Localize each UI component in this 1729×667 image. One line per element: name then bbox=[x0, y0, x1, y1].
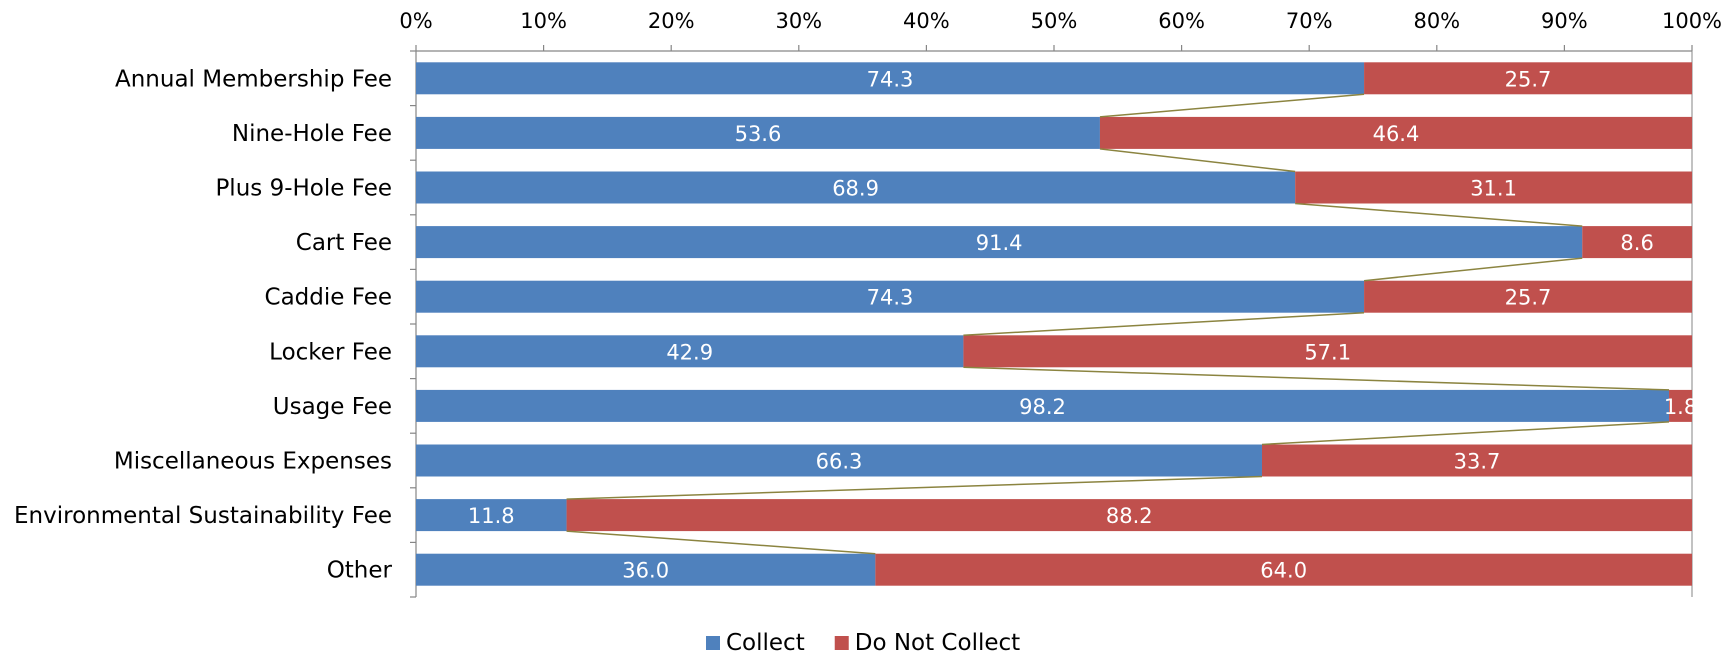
do-not-collect-bar bbox=[963, 335, 1692, 368]
do-not-collect-bar bbox=[1669, 389, 1692, 422]
series-line bbox=[1099, 93, 1365, 118]
series-line bbox=[1363, 257, 1583, 282]
category-label: Caddie Fee bbox=[265, 285, 392, 311]
do-not-collect-bar bbox=[1364, 62, 1692, 95]
series-line bbox=[963, 366, 1670, 391]
do-not-collect-value-label: 1.8 bbox=[1664, 395, 1697, 419]
category-label: Annual Membership Fee bbox=[115, 66, 392, 92]
x-tick-label: 10% bbox=[520, 9, 567, 33]
x-tick-label: 70% bbox=[1286, 9, 1333, 33]
do-not-collect-value-label: 64.0 bbox=[1260, 559, 1307, 583]
collect-value-label: 36.0 bbox=[622, 559, 669, 583]
collect-bar bbox=[416, 280, 1365, 313]
x-tick-label: 60% bbox=[1158, 9, 1205, 33]
do-not-collect-bar bbox=[1364, 280, 1692, 313]
category-label: Environmental Sustainability Fee bbox=[14, 503, 392, 529]
x-tick-label: 100% bbox=[1662, 9, 1722, 33]
legend-label-collect: Collect bbox=[726, 630, 805, 656]
collect-value-label: 53.6 bbox=[735, 122, 782, 146]
x-tick-label: 0% bbox=[399, 9, 432, 33]
category-label: Plus 9-Hole Fee bbox=[215, 176, 392, 202]
do-not-collect-bar bbox=[1099, 116, 1692, 149]
x-tick-label: 50% bbox=[1031, 9, 1078, 33]
collect-value-label: 42.9 bbox=[666, 340, 713, 364]
do-not-collect-value-label: 57.1 bbox=[1304, 340, 1351, 364]
x-tick-label: 90% bbox=[1541, 9, 1588, 33]
x-tick-label: 30% bbox=[775, 9, 822, 33]
collect-bar bbox=[416, 444, 1262, 477]
collect-bar bbox=[416, 553, 876, 586]
do-not-collect-bar bbox=[875, 553, 1692, 586]
series-line bbox=[963, 311, 1365, 337]
do-not-collect-value-label: 25.7 bbox=[1505, 67, 1552, 91]
category-label: Miscellaneous Expenses bbox=[114, 449, 392, 475]
series-line bbox=[1295, 202, 1583, 227]
do-not-collect-value-label: 88.2 bbox=[1106, 504, 1153, 528]
do-not-collect-bar bbox=[1295, 171, 1692, 204]
x-tick-label: 80% bbox=[1413, 9, 1460, 33]
category-label: Other bbox=[327, 558, 393, 584]
collect-bar bbox=[416, 226, 1583, 259]
do-not-collect-bar bbox=[1582, 226, 1692, 259]
collect-bar bbox=[416, 335, 964, 368]
collect-value-label: 98.2 bbox=[1019, 395, 1066, 419]
category-label: Cart Fee bbox=[296, 230, 392, 256]
collect-bar bbox=[416, 116, 1100, 149]
collect-value-label: 91.4 bbox=[976, 231, 1023, 255]
x-tick-label: 40% bbox=[903, 9, 950, 33]
series-line bbox=[566, 530, 876, 555]
collect-bar bbox=[416, 171, 1296, 204]
collect-value-label: 11.8 bbox=[468, 504, 515, 528]
category-label: Nine-Hole Fee bbox=[232, 121, 392, 147]
category-label: Usage Fee bbox=[273, 394, 392, 420]
do-not-collect-value-label: 33.7 bbox=[1454, 450, 1501, 474]
legend-swatch-do-not-collect bbox=[834, 636, 849, 650]
legend-swatch-collect bbox=[706, 636, 720, 650]
collect-bar bbox=[416, 389, 1670, 422]
collect-value-label: 74.3 bbox=[867, 286, 914, 310]
collect-value-label: 74.3 bbox=[867, 67, 914, 91]
series-line bbox=[566, 475, 1263, 500]
series-line bbox=[1261, 421, 1670, 446]
do-not-collect-value-label: 25.7 bbox=[1505, 286, 1552, 310]
collect-bar bbox=[416, 499, 567, 532]
category-label: Locker Fee bbox=[269, 339, 392, 365]
series-line bbox=[1099, 148, 1296, 173]
collect-bar bbox=[416, 62, 1365, 95]
do-not-collect-value-label: 46.4 bbox=[1373, 122, 1420, 146]
do-not-collect-value-label: 8.6 bbox=[1620, 231, 1653, 255]
collect-value-label: 66.3 bbox=[816, 450, 863, 474]
do-not-collect-value-label: 31.1 bbox=[1470, 177, 1517, 201]
x-tick-label: 20% bbox=[648, 9, 695, 33]
legend-label-do-not-collect: Do Not Collect bbox=[855, 630, 1020, 656]
do-not-collect-bar bbox=[566, 499, 1692, 532]
collect-value-label: 68.9 bbox=[832, 177, 879, 201]
do-not-collect-bar bbox=[1261, 444, 1692, 477]
